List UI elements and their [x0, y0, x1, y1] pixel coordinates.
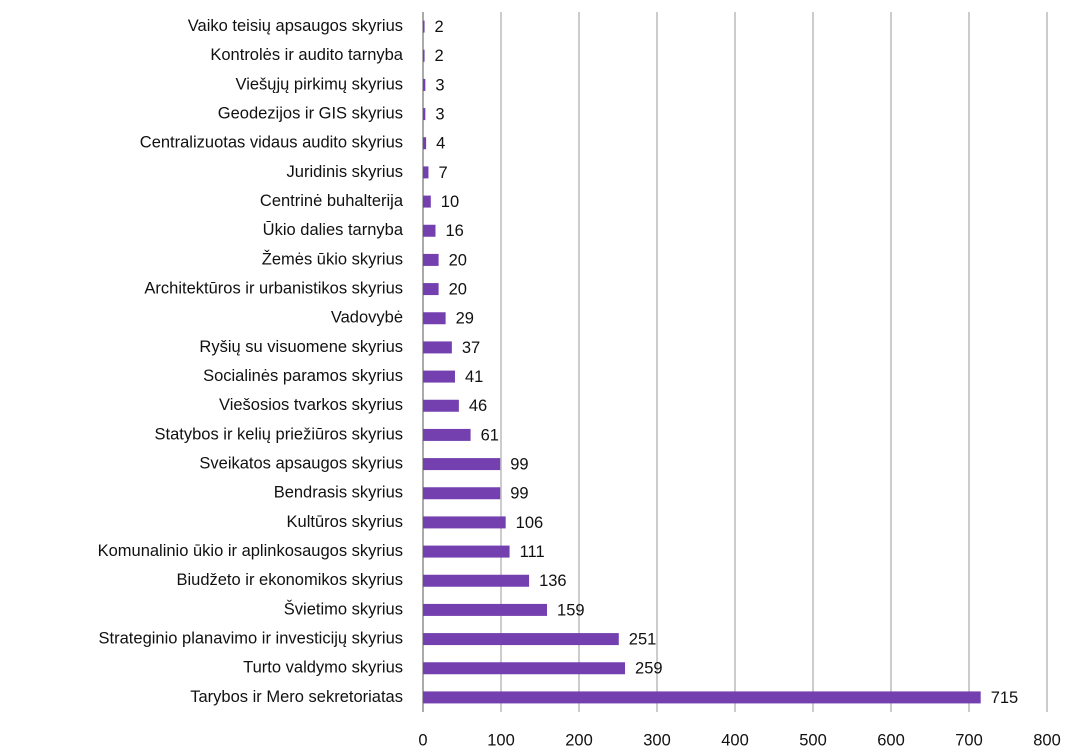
bar [423, 516, 506, 529]
data-label: 37 [462, 339, 480, 357]
y-tick-label: Ryšių su visuomene skyrius [199, 338, 403, 356]
x-tick-label: 400 [721, 731, 749, 749]
bar [423, 574, 530, 587]
y-tick-label: Švietimo skyrius [284, 599, 403, 618]
y-tick-label: Viešųjų pirkimų skyrius [236, 75, 404, 93]
bar [423, 603, 548, 616]
y-tick-label: Sveikatos apsaugos skyrius [199, 454, 403, 472]
bar [423, 633, 619, 646]
y-tick-label: Socialinės paramos skyrius [203, 367, 403, 385]
data-label: 61 [481, 426, 499, 444]
y-tick-label: Viešosios tvarkos skyrius [219, 396, 403, 414]
bar [423, 458, 501, 471]
x-tick-label: 100 [487, 731, 515, 749]
data-label: 20 [449, 280, 467, 298]
y-tick-label: Juridinis skyrius [287, 163, 403, 181]
bar [423, 691, 981, 704]
bar [423, 341, 452, 354]
y-tick-label: Centralizuotas vidaus audito skyrius [140, 134, 403, 152]
x-tick-label: 500 [799, 731, 827, 749]
bar [423, 166, 429, 179]
bar [423, 545, 510, 558]
y-tick-label: Vadovybė [331, 309, 403, 327]
bar [423, 137, 427, 150]
data-label: 3 [435, 76, 444, 94]
data-label: 16 [445, 222, 463, 240]
data-label: 46 [469, 397, 487, 415]
data-label: 111 [520, 543, 545, 561]
y-tick-label: Vaiko teisių apsaugos skyrius [188, 17, 403, 35]
y-tick-label: Tarybos ir Mero sekretoriatas [190, 688, 403, 706]
data-label: 29 [456, 310, 474, 328]
bar [423, 224, 436, 237]
y-tick-label: Architektūros ir urbanistikos skyrius [144, 279, 403, 297]
y-tick-label: Komunalinio ūkio ir aplinkosaugos skyriu… [98, 542, 403, 560]
data-label: 2 [435, 47, 444, 65]
bar [423, 487, 501, 500]
y-tick-label: Kultūros skyrius [287, 513, 403, 531]
bar [423, 253, 439, 266]
bar [423, 370, 455, 383]
data-label: 251 [629, 630, 657, 648]
data-label: 159 [557, 601, 585, 619]
data-label: 4 [436, 135, 445, 153]
data-label: 715 [991, 689, 1019, 707]
x-tick-label: 800 [1033, 731, 1061, 749]
y-tick-label: Geodezijos ir GIS skyrius [218, 104, 403, 122]
x-tick-label: 600 [877, 731, 905, 749]
bar [423, 108, 426, 121]
data-label: 136 [539, 572, 567, 590]
y-tick-label: Biudžeto ir ekonomikos skyrius [176, 571, 403, 589]
data-label: 99 [510, 455, 528, 473]
data-label: 259 [635, 660, 663, 678]
y-tick-label: Statybos ir kelių priežiūros skyrius [155, 425, 404, 443]
bar [423, 428, 471, 441]
bar [423, 662, 626, 675]
bar [423, 20, 425, 33]
bar [423, 399, 459, 412]
y-tick-label: Kontrolės ir audito tarnyba [210, 46, 403, 64]
bar [423, 283, 439, 296]
x-tick-label: 700 [955, 731, 983, 749]
bar [423, 312, 446, 325]
data-label: 106 [516, 514, 544, 532]
bar [423, 49, 425, 62]
data-label: 41 [465, 368, 483, 386]
x-tick-label: 300 [643, 731, 671, 749]
y-tick-label: Žemės ūkio skyrius [262, 249, 403, 268]
data-label: 99 [510, 485, 528, 503]
y-tick-label: Bendrasis skyrius [274, 484, 403, 502]
bar [423, 195, 431, 208]
y-tick-label: Turto valdymo skyrius [243, 659, 403, 677]
y-tick-label: Centrinė buhalterija [260, 192, 404, 210]
bar [423, 78, 426, 91]
x-tick-label: 200 [565, 731, 593, 749]
data-label: 10 [441, 193, 459, 211]
x-tick-label: 0 [418, 731, 427, 749]
data-label: 2 [435, 18, 444, 36]
data-label: 20 [449, 251, 467, 269]
y-tick-label: Ūkio dalies tarnyba [263, 221, 404, 239]
data-label: 3 [435, 105, 444, 123]
data-label: 7 [438, 164, 447, 182]
y-tick-label: Strateginio planavimo ir investicijų sky… [99, 629, 403, 647]
